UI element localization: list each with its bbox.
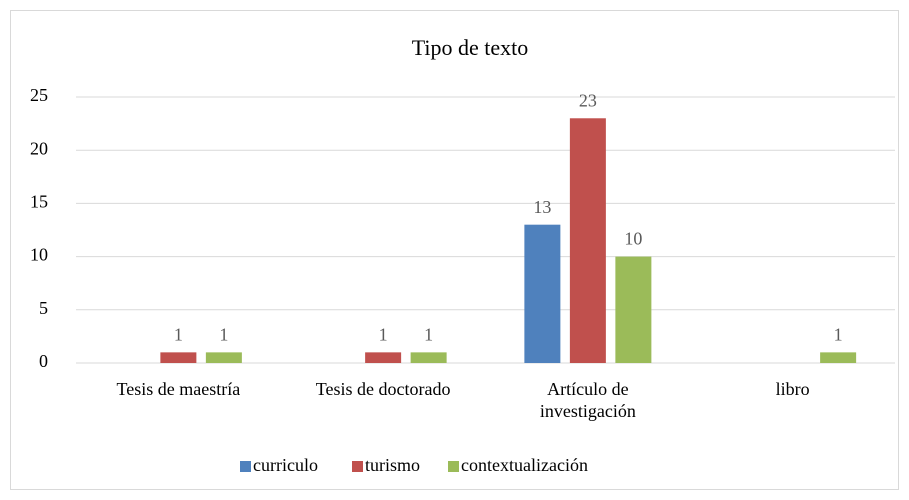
data-label: 1: [174, 324, 183, 344]
bar: [615, 256, 652, 363]
x-tick-label: libro: [775, 379, 810, 399]
data-label: 1: [834, 324, 843, 344]
bar: [205, 352, 242, 363]
bar: [820, 352, 857, 363]
data-label: 1: [219, 324, 228, 344]
y-tick-label: 5: [39, 298, 48, 318]
legend-label: curriculo: [253, 455, 318, 475]
bar: [569, 118, 606, 363]
y-tick-label: 25: [30, 85, 48, 105]
data-label: 10: [624, 229, 642, 249]
bar: [524, 224, 561, 363]
bar: [410, 352, 447, 363]
y-tick-label: 0: [39, 351, 48, 371]
x-tick-label: Artículo de investigación: [539, 379, 636, 421]
legend-label: turismo: [365, 455, 420, 475]
data-label: 1: [424, 324, 433, 344]
chart-border: [10, 10, 899, 490]
x-tick-label: Tesis de doctorado: [315, 379, 451, 399]
legend-swatch: [240, 461, 251, 472]
data-label: 1: [379, 324, 388, 344]
data-label: 23: [579, 90, 597, 110]
y-tick-label: 15: [30, 192, 48, 212]
chart-title: Tipo de texto: [412, 35, 529, 60]
y-tick-label: 10: [30, 245, 48, 265]
x-tick-label: Tesis de maestría: [116, 379, 241, 399]
legend-swatch: [448, 461, 459, 472]
legend-swatch: [352, 461, 363, 472]
y-tick-label: 20: [30, 138, 48, 158]
legend-label: contextualización: [461, 455, 588, 475]
bar: [365, 352, 402, 363]
data-label: 13: [533, 197, 551, 217]
bar: [160, 352, 197, 363]
